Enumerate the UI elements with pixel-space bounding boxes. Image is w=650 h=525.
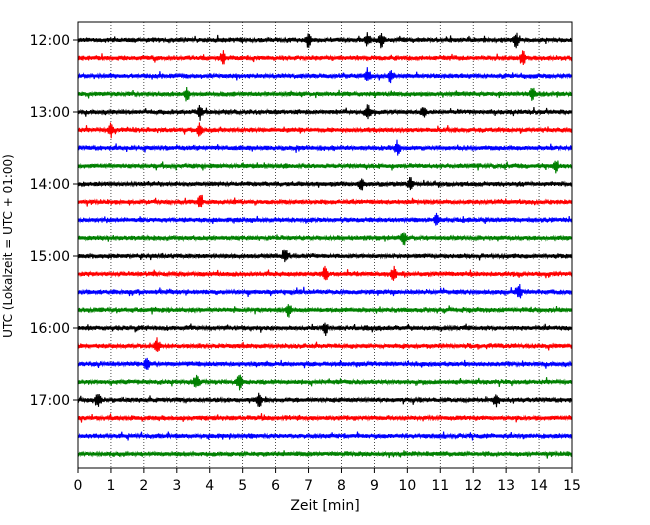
y-axis-label: UTC (Lokalzeit = UTC + 01:00) — [1, 154, 15, 338]
trace-1430 — [77, 212, 573, 226]
x-tick-label: 8 — [337, 478, 346, 494]
trace-1730 — [77, 431, 573, 441]
trace-1200 — [77, 32, 573, 49]
trace-1700 — [77, 392, 573, 408]
x-tick-label: 1 — [106, 478, 115, 494]
y-tick-label: 13:00 — [30, 105, 70, 121]
trace-1230 — [77, 67, 573, 84]
trace-1530 — [77, 283, 573, 299]
x-tick-label: 7 — [304, 478, 313, 494]
trace-1545 — [77, 304, 573, 318]
trace-1615 — [77, 337, 573, 352]
x-tick-label: 12 — [464, 478, 482, 494]
grid-lines — [110, 22, 540, 468]
trace-1745 — [77, 450, 573, 459]
trace-1415 — [77, 194, 573, 208]
trace-1445 — [77, 232, 573, 246]
x-tick-label: 14 — [530, 478, 548, 494]
y-axis-ticks: 12:00 13:00 14:00 15:00 16:00 17:00 — [30, 33, 78, 409]
trace-1315 — [77, 122, 573, 139]
y-tick-label: 15:00 — [30, 249, 70, 265]
trace-1500 — [77, 249, 573, 263]
seismic-traces — [77, 32, 573, 459]
trace-1330 — [77, 139, 573, 156]
y-tick-label: 14:00 — [30, 177, 70, 193]
x-axis-label: Zeit [min] — [290, 498, 359, 514]
y-tick-label: 12:00 — [30, 33, 70, 49]
trace-1300 — [77, 104, 573, 121]
x-tick-label: 15 — [563, 478, 581, 494]
trace-1215 — [77, 50, 573, 66]
y-tick-label: 16:00 — [30, 321, 70, 337]
x-axis-ticks: 0 1 2 3 4 5 6 7 8 9 10 11 12 13 14 15 — [74, 468, 581, 494]
x-tick-label: 6 — [271, 478, 280, 494]
x-tick-label: 0 — [74, 478, 83, 494]
x-tick-label: 4 — [205, 478, 214, 494]
trace-1600 — [77, 322, 573, 337]
x-tick-label: 3 — [172, 478, 181, 494]
x-tick-label: 13 — [497, 478, 515, 494]
trace-1630 — [77, 357, 573, 370]
x-tick-label: 5 — [238, 478, 247, 494]
x-tick-label: 9 — [370, 478, 379, 494]
trace-1645 — [77, 374, 573, 391]
trace-1715 — [77, 413, 573, 423]
x-tick-label: 2 — [139, 478, 148, 494]
x-tick-label: 11 — [431, 478, 449, 494]
trace-1400 — [77, 176, 573, 191]
trace-1515 — [77, 265, 573, 281]
x-tick-label: 10 — [398, 478, 416, 494]
y-tick-label: 17:00 — [30, 393, 70, 409]
plot-frame — [77, 21, 573, 469]
trace-1345 — [77, 160, 573, 174]
trace-1245 — [77, 86, 573, 102]
